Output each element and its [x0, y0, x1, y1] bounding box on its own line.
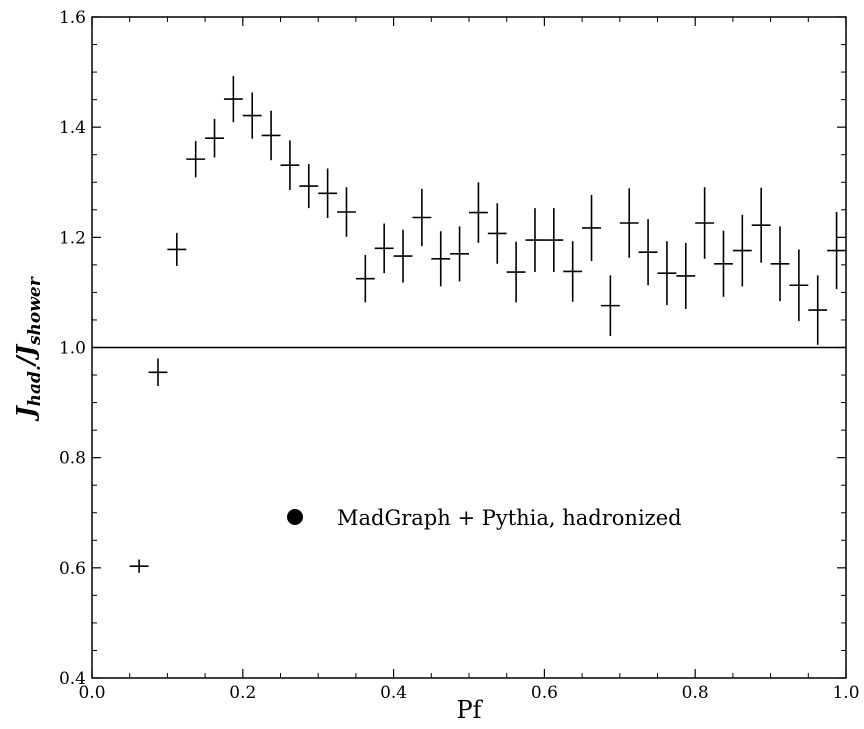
- y-axis-title-sub2: shower: [25, 276, 45, 346]
- data-point: [525, 208, 545, 273]
- data-point: [770, 226, 790, 302]
- data-point: [469, 182, 488, 243]
- x-tick-label: 0.0: [78, 683, 105, 703]
- data-point: [808, 275, 828, 345]
- y-tick-label: 0.8: [59, 449, 86, 469]
- data-point: [619, 188, 639, 258]
- x-axis-title: Pf: [456, 696, 483, 724]
- data-points-layer: [129, 75, 846, 573]
- data-point: [412, 188, 432, 247]
- data-point: [299, 164, 319, 209]
- data-point: [337, 187, 356, 237]
- data-point: [676, 242, 696, 309]
- data-point: [205, 118, 224, 158]
- legend-marker: [287, 509, 303, 525]
- data-point: [318, 168, 338, 219]
- data-point: [827, 211, 846, 290]
- data-point: [261, 110, 281, 161]
- x-tick-label: 0.6: [531, 683, 558, 703]
- plot-frame: [91, 16, 847, 679]
- data-point: [167, 232, 187, 266]
- y-tick-label: 0.6: [59, 559, 86, 579]
- data-point: [544, 208, 564, 273]
- y-axis-title: Jhad./Jshower: [11, 276, 45, 421]
- data-point: [355, 254, 375, 303]
- y-tick-label: 1.4: [59, 118, 86, 138]
- y-tick-label: 0.4: [59, 669, 86, 689]
- data-point: [129, 559, 149, 573]
- ticks-layer: 0.0 0.2 0.4 0.6 0.8 1.0 0.4 0.6 0.8 1.0 1.2 1.4 1.6: [59, 8, 860, 703]
- data-point: [582, 194, 601, 262]
- data-point: [242, 92, 262, 139]
- data-point: [393, 229, 413, 283]
- y-tick-label: 1.6: [59, 8, 86, 28]
- data-point: [487, 203, 507, 264]
- x-tick-label: 0.2: [229, 683, 256, 703]
- data-point: [280, 140, 300, 190]
- y-axis-title-base: J: [11, 405, 40, 422]
- y-axis-title-sep: /: [11, 354, 40, 367]
- data-point: [695, 187, 715, 259]
- legend-label: MadGraph + Pythia, hadronized: [337, 506, 682, 530]
- data-point: [223, 75, 243, 123]
- data-point: [751, 187, 771, 263]
- data-point: [732, 214, 752, 287]
- data-point: [563, 241, 583, 302]
- data-point: [789, 249, 809, 322]
- legend: MadGraph + Pythia, hadronized: [287, 506, 682, 530]
- x-tick-label: 0.8: [682, 683, 709, 703]
- data-point: [657, 241, 677, 306]
- data-point: [638, 219, 658, 286]
- data-point: [431, 231, 451, 287]
- data-point: [148, 358, 168, 387]
- y-tick-label: 1.0: [59, 339, 86, 359]
- data-point: [714, 230, 733, 297]
- data-point: [600, 275, 620, 336]
- x-tick-label: 1.0: [832, 683, 859, 703]
- data-point: [374, 223, 394, 274]
- y-axis-title-sub1: had.: [25, 365, 45, 406]
- data-point: [450, 226, 469, 282]
- x-tick-label: 0.4: [380, 683, 407, 703]
- y-tick-label: 1.2: [59, 228, 86, 248]
- y-axis-title-base2: J: [11, 343, 40, 360]
- data-point: [186, 140, 206, 178]
- data-point: [506, 241, 526, 303]
